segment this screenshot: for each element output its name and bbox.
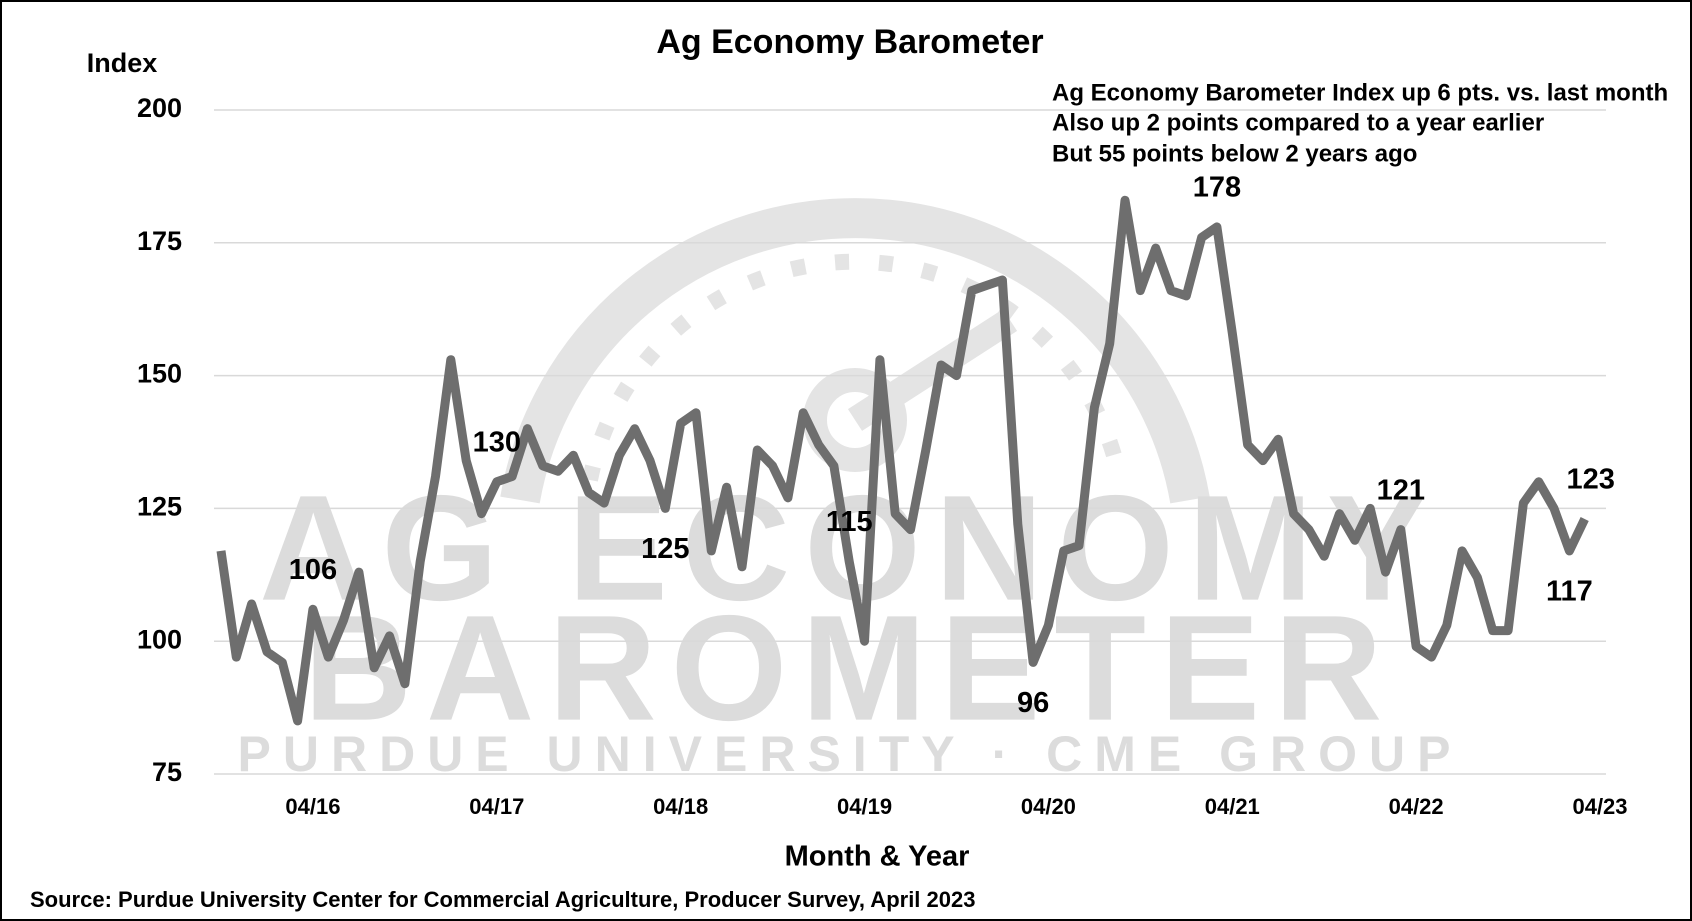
- x-tick-label: 04/23: [1572, 794, 1627, 819]
- y-tick-label: 100: [137, 624, 182, 654]
- annotation: Also up 2 points compared to a year earl…: [1052, 109, 1544, 136]
- data-label: 96: [1017, 687, 1049, 719]
- watermark-text: PURDUE UNIVERSITY · CME GROUP: [238, 726, 1463, 782]
- annotation: Ag Economy Barometer Index up 6 pts. vs.…: [1052, 79, 1668, 106]
- y-tick-label: 125: [137, 492, 182, 522]
- data-label: 178: [1193, 172, 1241, 204]
- data-label: 106: [289, 554, 337, 586]
- y-axis-label: Index: [87, 48, 158, 78]
- annotation: But 55 points below 2 years ago: [1052, 140, 1417, 167]
- x-axis-label: Month & Year: [785, 841, 970, 873]
- x-tick-label: 04/20: [1021, 794, 1076, 819]
- x-tick-label: 04/19: [837, 794, 892, 819]
- data-label: 115: [826, 506, 873, 538]
- y-tick-label: 150: [137, 359, 182, 389]
- data-label: 125: [641, 533, 689, 565]
- x-tick-label: 04/22: [1389, 794, 1444, 819]
- line: [216, 195, 1589, 726]
- chart-title: Ag Economy Barometer: [656, 23, 1043, 61]
- watermark-text: BAROMETER: [304, 584, 1397, 752]
- data-label: 117: [1546, 576, 1593, 608]
- source: Source: Purdue University Center for Com…: [30, 887, 975, 912]
- y-tick-label: 75: [152, 757, 182, 787]
- data-label: 121: [1377, 474, 1425, 506]
- x-tick-label: 04/21: [1205, 794, 1260, 819]
- x-tick-label: 04/17: [469, 794, 524, 819]
- y-tick-label: 200: [137, 93, 182, 123]
- x-tick-label: 04/16: [285, 794, 340, 819]
- y-tick-label: 175: [137, 226, 182, 256]
- x-tick-label: 04/18: [653, 794, 708, 819]
- data-label: 130: [473, 426, 521, 458]
- data-label: 123: [1566, 464, 1614, 496]
